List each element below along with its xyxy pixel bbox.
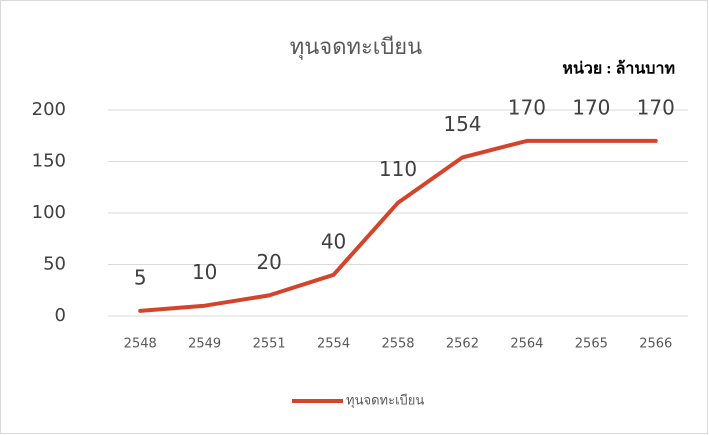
y-tick-label: 150 bbox=[32, 151, 66, 172]
legend-label: ทุนจดทะเบียน bbox=[346, 393, 424, 409]
x-tick-label: 2551 bbox=[253, 337, 286, 352]
x-tick-label: 2549 bbox=[188, 337, 221, 352]
data-label: 170 bbox=[508, 95, 546, 119]
data-label: 154 bbox=[443, 112, 481, 136]
x-tick-label: 2564 bbox=[510, 337, 543, 352]
data-label: 10 bbox=[192, 260, 217, 284]
data-label: 170 bbox=[572, 95, 610, 119]
chart-title: ทุนจดทะเบียน bbox=[290, 35, 422, 60]
data-line bbox=[138, 138, 658, 313]
x-tick-label: 2548 bbox=[124, 337, 157, 352]
unit-annotation: หน่วย : ล้านบาท bbox=[562, 60, 675, 78]
x-tick-label: 2558 bbox=[381, 337, 414, 352]
x-tick-label: 2566 bbox=[639, 337, 672, 352]
x-tick-label: 2565 bbox=[575, 337, 608, 352]
data-label: 40 bbox=[321, 229, 346, 253]
data-label: 20 bbox=[256, 250, 281, 274]
data-label: 5 bbox=[134, 265, 147, 289]
x-tick-label: 2554 bbox=[317, 337, 350, 352]
data-label: 170 bbox=[637, 95, 675, 119]
x-tick-label: 2562 bbox=[446, 337, 479, 352]
data-label: 110 bbox=[379, 157, 417, 181]
y-tick-label: 50 bbox=[43, 254, 66, 275]
y-tick-label: 0 bbox=[55, 305, 66, 326]
y-tick-label: 200 bbox=[32, 99, 66, 120]
y-tick-label: 100 bbox=[32, 202, 66, 223]
